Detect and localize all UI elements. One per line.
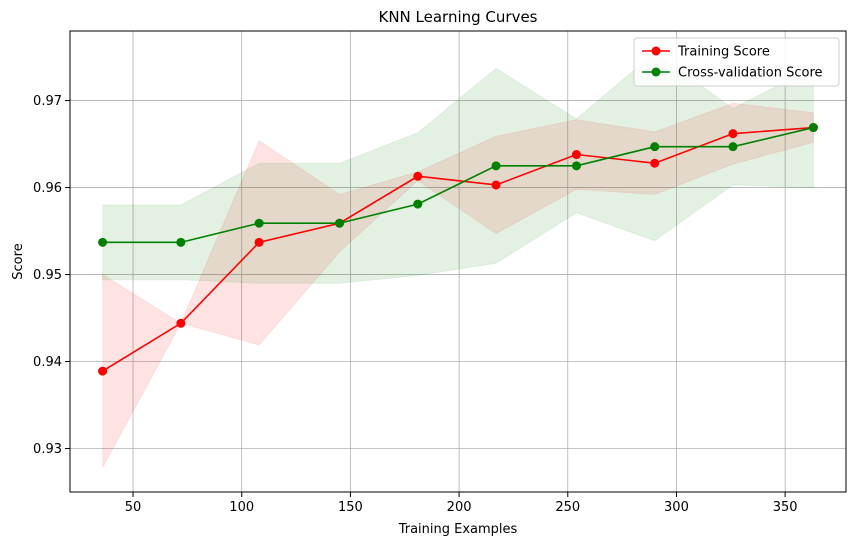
y-tick-label: 0.97 — [33, 94, 62, 109]
confidence-band-0 — [102, 102, 814, 468]
series-lines — [102, 126, 814, 372]
y-tick-label: 0.96 — [33, 181, 62, 196]
chart-title: KNN Learning Curves — [378, 8, 537, 26]
data-point-1 — [491, 161, 501, 171]
series-line-1 — [102, 126, 814, 244]
legend-box — [633, 37, 840, 87]
data-point-1 — [728, 142, 738, 152]
legend-marker-0 — [651, 46, 661, 56]
legend: Training Score Cross-validation Score — [633, 37, 840, 87]
data-point-0 — [491, 180, 501, 190]
legend-entries: Training Score Cross-validation Score — [642, 45, 823, 81]
plot-frame — [69, 30, 847, 493]
data-point-1 — [571, 161, 581, 171]
x-axis-label: Training Examples — [398, 522, 518, 537]
legend-label-0: Training Score — [677, 45, 770, 60]
data-point-1 — [176, 237, 186, 247]
y-tick-label: 0.94 — [33, 355, 62, 370]
x-tick-label: 150 — [338, 500, 363, 515]
data-point-1 — [335, 218, 345, 228]
y-axis-label: Score — [11, 243, 26, 279]
y-tick-label: 0.93 — [33, 442, 62, 457]
series-points — [98, 123, 818, 376]
x-tick-label: 100 — [229, 500, 254, 515]
grid — [70, 31, 846, 492]
x-axis-ticks: 50 100 150 200 250 300 350 — [125, 492, 798, 515]
data-point-1 — [650, 142, 660, 152]
data-point-0 — [413, 171, 423, 181]
x-tick-label: 50 — [125, 500, 142, 515]
x-tick-label: 200 — [447, 500, 472, 515]
data-point-0 — [728, 129, 738, 139]
data-point-1 — [254, 218, 264, 228]
x-tick-label: 300 — [664, 500, 689, 515]
y-tick-label: 0.95 — [33, 268, 62, 283]
data-point-0 — [650, 158, 660, 168]
y-axis-ticks: 0.93 0.94 0.95 0.96 0.97 — [33, 94, 70, 457]
data-point-0 — [571, 150, 581, 160]
legend-label-1: Cross-validation Score — [678, 66, 823, 81]
data-point-1 — [808, 123, 818, 133]
x-tick-label: 350 — [773, 500, 798, 515]
data-point-1 — [98, 237, 108, 247]
x-tick-label: 250 — [555, 500, 580, 515]
legend-marker-1 — [651, 67, 661, 77]
confidence-band-1 — [102, 52, 814, 284]
confidence-bands — [102, 52, 814, 468]
data-point-0 — [176, 318, 186, 328]
data-point-0 — [254, 237, 264, 247]
data-point-1 — [413, 199, 423, 209]
data-point-0 — [98, 366, 108, 376]
series-line-0 — [102, 126, 814, 372]
